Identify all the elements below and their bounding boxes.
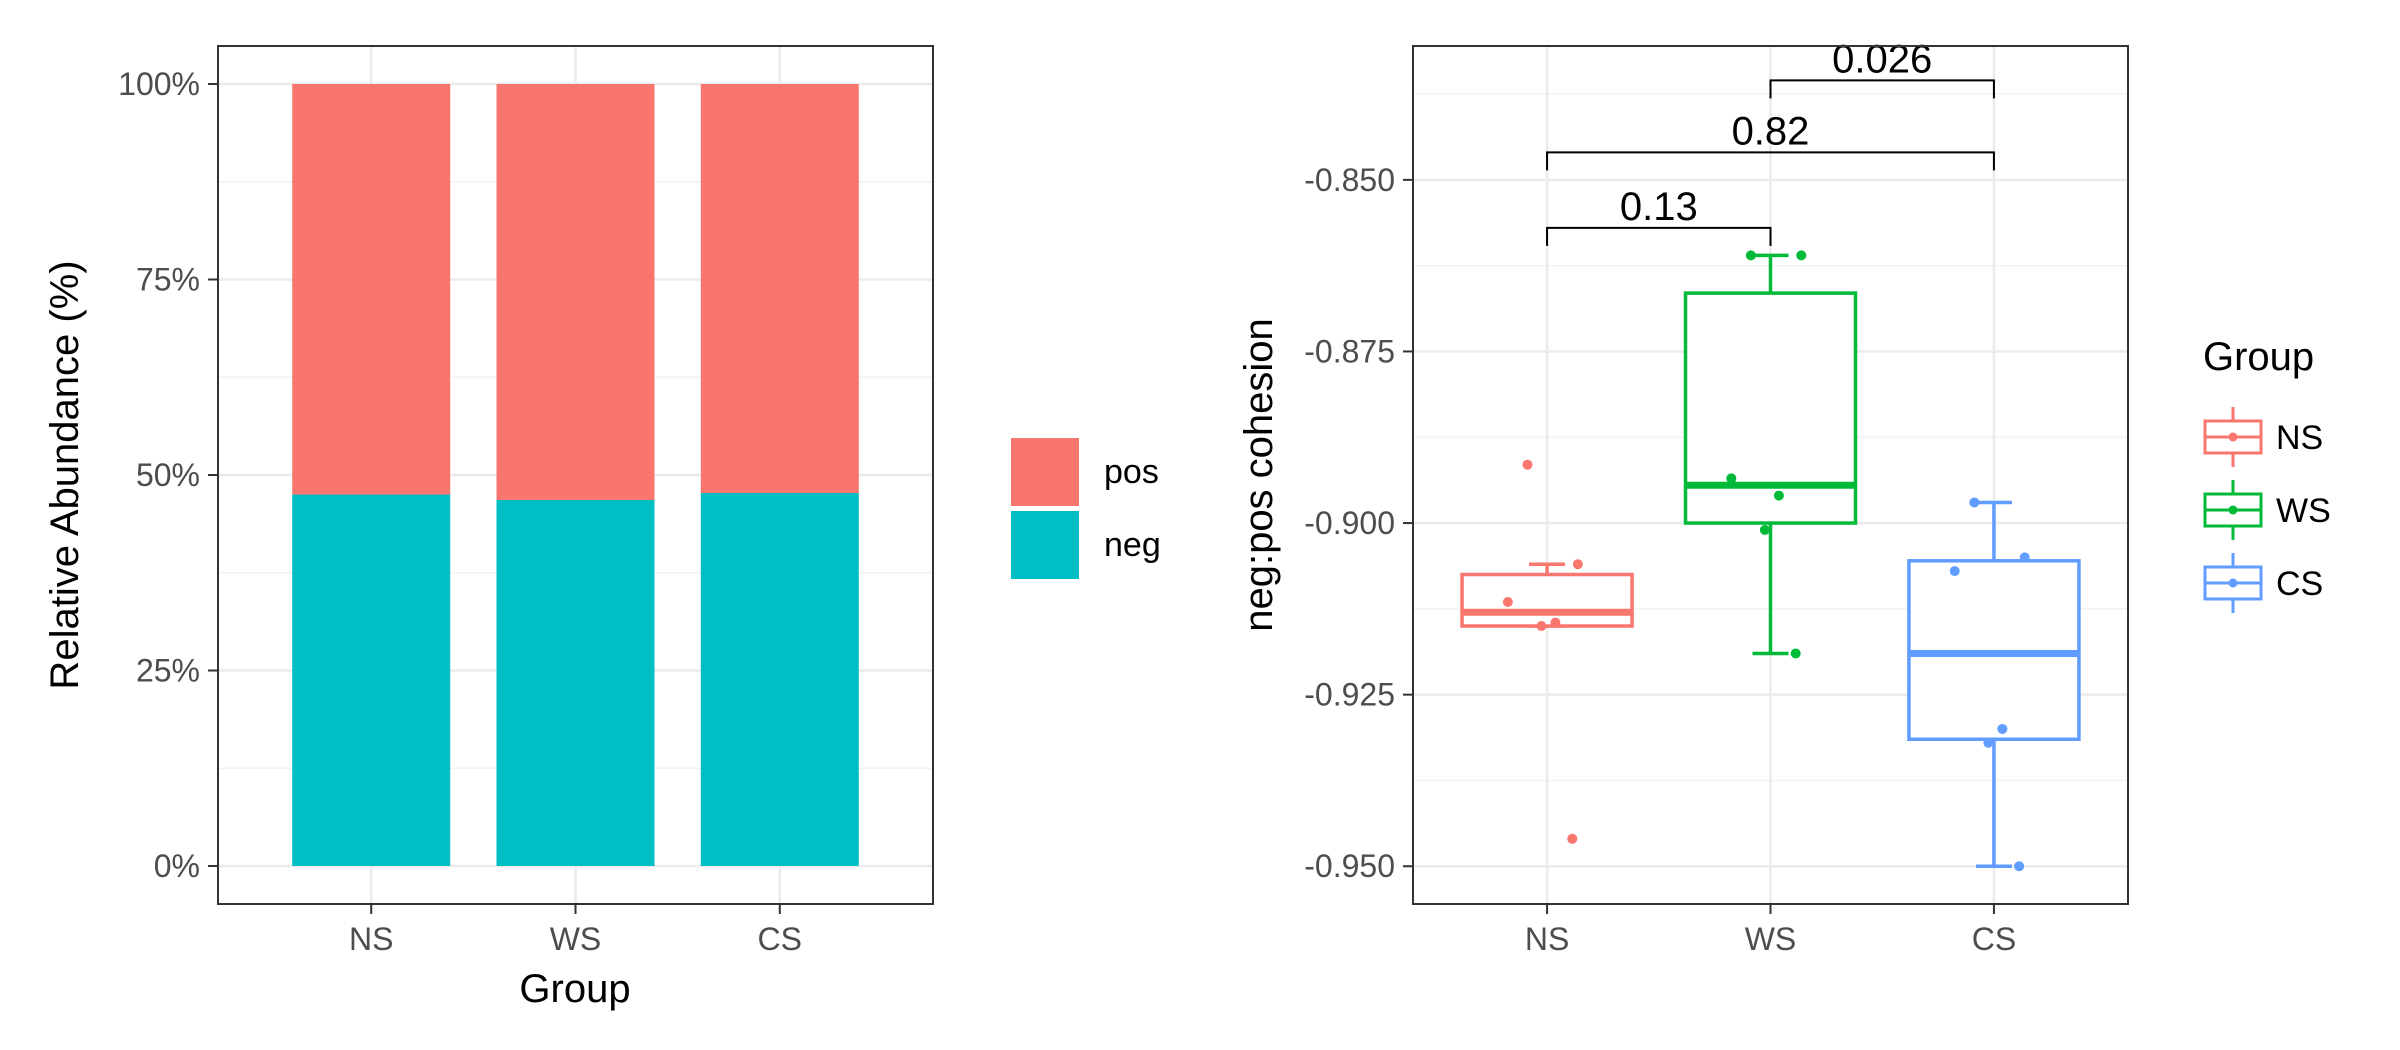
box-marks (1460, 250, 2081, 872)
stacked-bar-chart: 0% 25% 50% 75% 100% NS WS CS Group Relative Ab… (43, 45, 1161, 1011)
box-point-CS (2014, 861, 2025, 872)
box-y-tick-label: -0.900 (1304, 505, 1395, 541)
box-y-tick-label: -0.950 (1304, 848, 1395, 884)
bar-y-axis-ticks: 0% 25% 50% 75% 100% (118, 66, 218, 884)
box-point-WS (1745, 250, 1756, 261)
box-legend: Group NS WS CS (2203, 335, 2331, 613)
bar-legend-key-pos (1011, 438, 1079, 506)
box-y-axis-ticks: -0.950 -0.925 -0.900 -0.875 -0.850 (1304, 162, 1413, 884)
legend-key-point (2228, 505, 2238, 515)
box-point-NS (1567, 833, 1578, 844)
bar-legend-key-neg (1011, 511, 1079, 579)
box-point-WS (1759, 524, 1770, 535)
bar-neg-CS (700, 492, 859, 866)
comparison-bracket (1546, 151, 1995, 171)
box-group-NS (1460, 459, 1634, 844)
bar-legend-label-pos: pos (1104, 453, 1159, 491)
box-x-tick-label: CS (1972, 921, 2016, 957)
box-legend-label-WS: WS (2276, 492, 2331, 530)
bar-neg-NS (292, 494, 451, 866)
box-legend-key-CS (2203, 553, 2263, 613)
bar-x-tick-label: WS (550, 921, 602, 957)
box-legend-key-WS (2203, 480, 2263, 540)
box-x-tick-label: NS (1525, 921, 1569, 957)
bar-pos-CS (700, 84, 859, 493)
box-comparisons: 0.13 0.82 0.026 (1546, 37, 1995, 246)
comparison-bracket (1546, 226, 1772, 246)
bar-y-axis-title: Relative Abundance (%) (43, 260, 87, 689)
box-point-CS (1949, 566, 1960, 577)
comparison-bracket (1769, 79, 1995, 99)
box-point-WS (1796, 250, 1807, 261)
comparison-NS-CS: 0.82 (1546, 109, 1995, 171)
bar-x-axis-title: Group (519, 967, 630, 1011)
box-plot-chart: 0.130.820.026 -0.950-0.925-0.900-0.875-0… (1237, 37, 2331, 957)
box-legend-title: Group (2203, 335, 2314, 379)
box-point-WS (1773, 490, 1784, 501)
bar-x-tick-label: CS (758, 921, 802, 957)
box-point-CS (1969, 497, 1980, 508)
bar-x-axis-ticks: NS WS CS (349, 904, 802, 957)
bar-pos-NS (292, 84, 451, 495)
bar-neg-WS (496, 500, 655, 866)
bar-y-tick-label: 75% (136, 262, 200, 298)
bar-y-tick-label: 50% (136, 457, 200, 493)
box-y-tick-label: -0.875 (1304, 333, 1395, 369)
box-y-axis-title: neg:pos cohesion (1237, 318, 1281, 632)
comparison-WS-CS: 0.026 (1769, 37, 1995, 99)
box-y-tick-label: -0.850 (1304, 162, 1395, 198)
bar-y-tick-label: 100% (118, 66, 200, 102)
box-point-WS (1790, 648, 1801, 659)
box-x-tick-label: WS (1745, 921, 1797, 957)
box-legend-label-NS: NS (2276, 419, 2323, 457)
box-point-CS (2019, 552, 2030, 563)
comparison-NS-WS: 0.13 (1546, 185, 1772, 246)
legend-key-point (2228, 432, 2238, 442)
bar-x-tick-label: NS (349, 921, 393, 957)
box-point-CS (1997, 723, 2008, 734)
box-group-CS (1907, 497, 2081, 872)
comparison-label: 0.026 (1832, 37, 1932, 81)
bar-pos-WS (496, 84, 655, 501)
box-point-NS (1536, 621, 1547, 632)
comparison-label: 0.13 (1620, 185, 1698, 229)
box-point-NS (1522, 459, 1533, 470)
legend-key-point (2228, 578, 2238, 588)
comparison-label: 0.82 (1732, 109, 1810, 153)
bar-y-tick-label: 25% (136, 653, 200, 689)
box-legend-label-CS: CS (2276, 565, 2323, 603)
bar-y-tick-label: 0% (154, 848, 200, 884)
bar-legend: pos neg (1011, 438, 1161, 579)
box-point-NS (1572, 559, 1583, 570)
box-legend-key-NS (2203, 407, 2263, 467)
box-point-WS (1726, 473, 1737, 484)
bar-legend-label-neg: neg (1104, 526, 1161, 564)
box-rect-NS (1460, 572, 1634, 628)
box-group-WS (1683, 250, 1858, 659)
bar-marks (292, 84, 859, 866)
box-point-NS (1502, 596, 1513, 607)
box-point-NS (1550, 617, 1561, 628)
box-y-tick-label: -0.925 (1304, 677, 1395, 713)
box-x-axis-ticks: NS WS CS (1525, 904, 2016, 957)
box-point-CS (1983, 737, 1994, 748)
